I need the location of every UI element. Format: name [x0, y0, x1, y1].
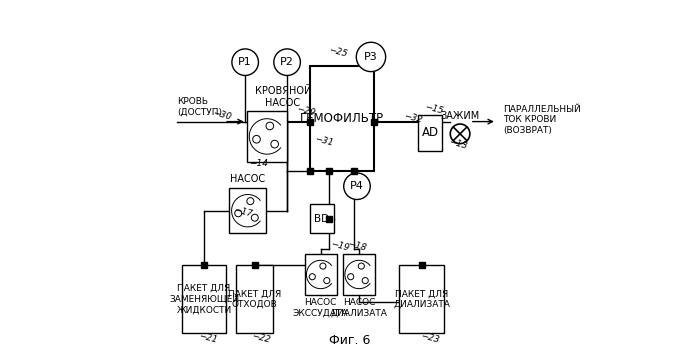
- Text: ПАКЕТ ДЛЯ
ЗАМЕНЯЮЩЕЙ
ЖИДКОСТИ: ПАКЕТ ДЛЯ ЗАМЕНЯЮЩЕЙ ЖИДКОСТИ: [169, 284, 239, 315]
- Bar: [182, 265, 226, 333]
- Circle shape: [234, 210, 241, 217]
- Text: ПАКЕТ ДЛЯ
ДИАЛИЗАТА: ПАКЕТ ДЛЯ ДИАЛИЗАТА: [393, 289, 450, 308]
- Text: ГЕМОФИЛЬТР: ГЕМОФИЛЬТР: [300, 111, 384, 125]
- Circle shape: [320, 263, 326, 269]
- Text: ПАРАЛЛЕЛЬНЫЙ
ТОК КРОВИ
(ВОЗВРАТ): ПАРАЛЛЕЛЬНЫЙ ТОК КРОВИ (ВОЗВРАТ): [503, 105, 581, 135]
- Text: AD: AD: [421, 126, 439, 140]
- Circle shape: [348, 274, 354, 280]
- Text: −17: −17: [233, 206, 253, 219]
- Text: −29: −29: [296, 104, 316, 118]
- Circle shape: [309, 274, 315, 280]
- Circle shape: [323, 278, 330, 284]
- Text: −21: −21: [198, 332, 218, 345]
- Circle shape: [274, 49, 300, 76]
- Circle shape: [450, 124, 470, 144]
- Text: BD: BD: [314, 214, 329, 224]
- Text: КРОВЯНОЙ
НАСОС: КРОВЯНОЙ НАСОС: [255, 86, 311, 108]
- Text: −15: −15: [424, 103, 444, 116]
- Circle shape: [344, 173, 370, 200]
- Text: НАСОС: НАСОС: [230, 175, 265, 185]
- Text: −25: −25: [328, 45, 348, 59]
- Bar: [237, 265, 273, 333]
- Bar: [304, 255, 337, 295]
- Bar: [418, 115, 442, 151]
- Text: НАСОС
ДИАЛИЗАТА: НАСОС ДИАЛИЗАТА: [330, 298, 388, 317]
- Bar: [310, 204, 334, 233]
- Bar: [399, 265, 444, 333]
- Text: −23: −23: [420, 332, 440, 345]
- Circle shape: [266, 122, 274, 130]
- Bar: [310, 66, 375, 170]
- Text: КРОВЬ
(ДОСТУП): КРОВЬ (ДОСТУП): [177, 97, 222, 116]
- Text: P4: P4: [350, 181, 364, 191]
- Text: P1: P1: [238, 57, 252, 67]
- Bar: [343, 255, 375, 295]
- Text: −13: −13: [447, 137, 468, 151]
- Circle shape: [251, 214, 258, 221]
- Circle shape: [271, 140, 279, 148]
- Text: −14: −14: [248, 159, 267, 168]
- Text: Фиг. 6: Фиг. 6: [329, 334, 371, 347]
- Circle shape: [358, 263, 365, 269]
- Bar: [230, 188, 266, 233]
- Text: −31: −31: [314, 134, 334, 148]
- Text: −19: −19: [329, 239, 350, 252]
- Bar: [247, 111, 287, 162]
- Text: НАСОС
ЭКССУДАТА: НАСОС ЭКССУДАТА: [293, 298, 349, 317]
- Text: −32: −32: [402, 111, 423, 125]
- Circle shape: [362, 278, 368, 284]
- Circle shape: [253, 135, 260, 143]
- Text: −30: −30: [212, 108, 232, 121]
- Text: P2: P2: [280, 57, 294, 67]
- Text: ПАКЕТ ДЛЯ
ОТХОДОВ: ПАКЕТ ДЛЯ ОТХОДОВ: [228, 289, 281, 308]
- Text: ЗАЖИМ: ЗАЖИМ: [440, 110, 480, 121]
- Text: −22: −22: [251, 332, 271, 345]
- Circle shape: [232, 49, 258, 76]
- Circle shape: [356, 42, 386, 72]
- Text: P3: P3: [364, 52, 378, 62]
- Circle shape: [247, 198, 254, 204]
- Text: −18: −18: [346, 239, 368, 252]
